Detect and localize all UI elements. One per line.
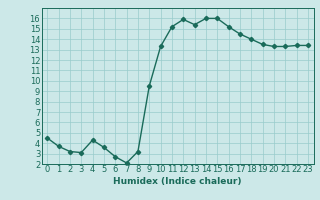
X-axis label: Humidex (Indice chaleur): Humidex (Indice chaleur)	[113, 177, 242, 186]
